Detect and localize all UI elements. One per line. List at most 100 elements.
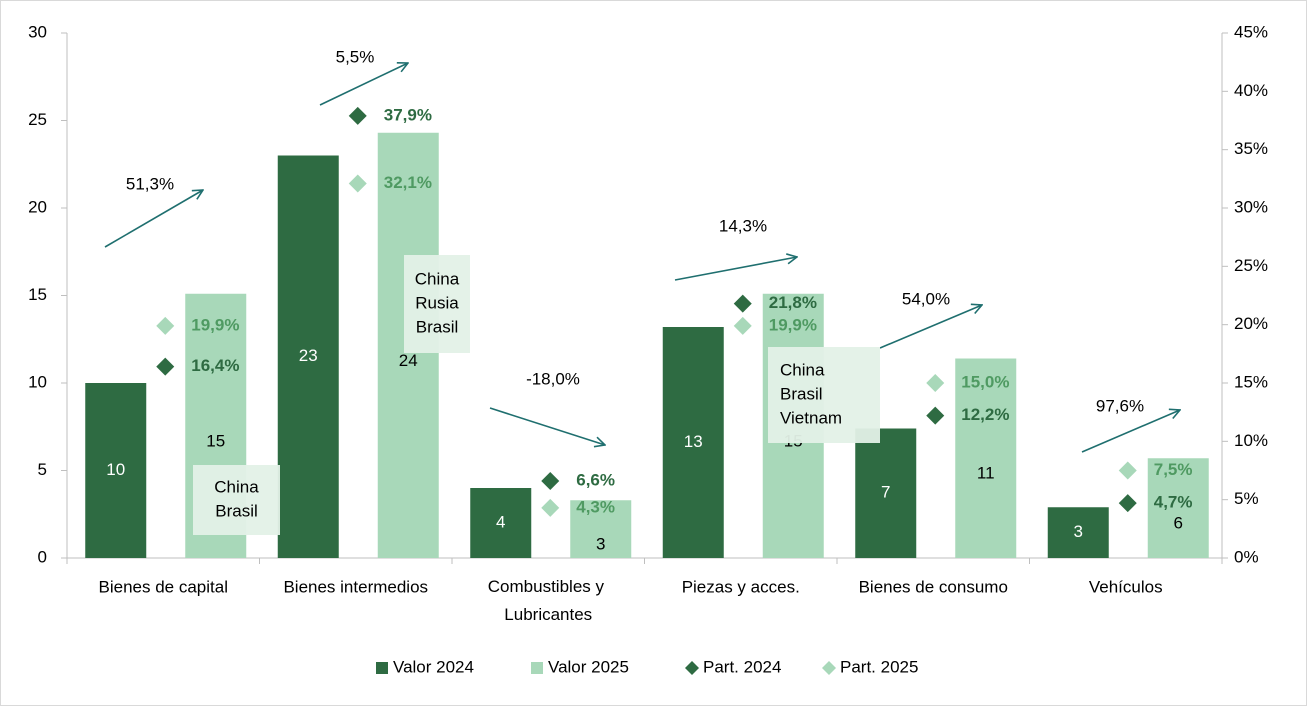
bar bbox=[662, 327, 724, 558]
legend-label: Valor 2024 bbox=[393, 657, 474, 676]
x-tick-label: Bienes intermedios bbox=[283, 577, 428, 596]
point-value-label: 37,9% bbox=[384, 105, 432, 124]
origin-country: China bbox=[415, 269, 460, 288]
growth-arrow bbox=[1081, 410, 1180, 453]
origin-country: China bbox=[214, 477, 259, 496]
y2-tick-label: 35% bbox=[1234, 139, 1268, 158]
y-tick-label: 5 bbox=[38, 460, 47, 479]
point-value-label: 19,9% bbox=[191, 315, 239, 334]
point-value-label: 21,8% bbox=[769, 293, 817, 312]
origin-box bbox=[193, 465, 280, 535]
bar bbox=[955, 358, 1017, 558]
growth-arrow bbox=[319, 63, 408, 106]
bar-value-label: 7 bbox=[881, 483, 890, 502]
legend-swatch bbox=[376, 662, 388, 674]
y2-tick-label: 10% bbox=[1234, 431, 1268, 450]
x-tick-label-line: Lubricantes bbox=[504, 605, 592, 624]
point-value-label: 32,1% bbox=[384, 173, 432, 192]
x-tick-label: Combustibles y Lubricantes bbox=[488, 577, 609, 624]
bar-value-label: 3 bbox=[596, 535, 605, 554]
y-tick-label: 20 bbox=[28, 197, 47, 216]
origin-country: Rusia bbox=[415, 293, 459, 312]
y2-tick-label: 45% bbox=[1234, 22, 1268, 41]
y2-tick-label: 40% bbox=[1234, 81, 1268, 100]
y-tick-label: 25 bbox=[28, 110, 47, 129]
diamond bbox=[156, 316, 175, 335]
growth-label: 54,0% bbox=[902, 289, 950, 308]
diamond bbox=[348, 174, 367, 193]
diamond bbox=[1118, 494, 1137, 513]
bar bbox=[1147, 458, 1209, 558]
legend-swatch bbox=[531, 662, 543, 674]
legend-swatch bbox=[685, 661, 699, 675]
x-tick-label: Bienes de capital bbox=[99, 577, 228, 596]
growth-arrow bbox=[879, 305, 982, 349]
bar-value-label: 23 bbox=[299, 346, 318, 365]
bar-value-label: 3 bbox=[1074, 522, 1083, 541]
growth-label: 97,6% bbox=[1096, 396, 1144, 415]
growth-label: 5,5% bbox=[336, 47, 375, 66]
diamond bbox=[926, 406, 945, 425]
point-value-label: 4,7% bbox=[1154, 493, 1193, 512]
y2-tick-label: 5% bbox=[1234, 489, 1259, 508]
y-tick-label: 10 bbox=[28, 372, 47, 391]
diamond bbox=[541, 472, 560, 490]
point-value-label: 16,4% bbox=[191, 356, 239, 375]
bar-value-label: 4 bbox=[496, 512, 505, 531]
bar bbox=[855, 428, 917, 558]
growth-label: -18,0% bbox=[526, 369, 580, 388]
growth-arrow bbox=[489, 407, 605, 445]
diamond bbox=[541, 498, 560, 517]
legend-swatch bbox=[822, 661, 836, 675]
y2-tick-label: 20% bbox=[1234, 314, 1268, 333]
bar-value-label: 24 bbox=[399, 351, 418, 370]
legend-label: Valor 2025 bbox=[548, 657, 629, 676]
bar-value-label: 10 bbox=[106, 460, 125, 479]
y2-tick-label: 25% bbox=[1234, 256, 1268, 275]
origin-country: China bbox=[780, 360, 825, 379]
point-value-label: 15,0% bbox=[961, 372, 1009, 391]
legend-label: Part. 2024 bbox=[703, 657, 781, 676]
bar bbox=[85, 383, 147, 558]
growth-label: 51,3% bbox=[126, 174, 174, 193]
bar bbox=[570, 500, 632, 558]
x-tick-label: Piezas y acces. bbox=[682, 577, 800, 596]
diamond bbox=[733, 316, 752, 335]
origin-box bbox=[404, 255, 470, 353]
point-value-label: 6,6% bbox=[576, 470, 615, 489]
y-tick-label: 30 bbox=[28, 22, 47, 41]
diamond bbox=[156, 357, 175, 376]
origin-country: Brasil bbox=[416, 317, 459, 336]
growth-label: 14,3% bbox=[719, 216, 767, 235]
origin-country: Vietnam bbox=[780, 408, 842, 427]
x-tick-label: Vehículos bbox=[1089, 577, 1163, 596]
y2-tick-label: 0% bbox=[1234, 547, 1259, 566]
origin-country: Brasil bbox=[215, 501, 258, 520]
bar-value-label: 6 bbox=[1174, 514, 1183, 533]
legend-label: Part. 2025 bbox=[840, 657, 918, 676]
y-tick-label: 15 bbox=[28, 285, 47, 304]
y-tick-label: 0 bbox=[38, 547, 47, 566]
bar bbox=[1047, 507, 1109, 558]
diamond bbox=[1118, 461, 1137, 480]
bar-value-label: 13 bbox=[684, 432, 703, 451]
x-tick-label-line: Combustibles y bbox=[488, 577, 609, 596]
bar-value-label: 11 bbox=[977, 464, 995, 483]
point-value-label: 7,5% bbox=[1154, 460, 1193, 479]
point-value-label: 4,3% bbox=[576, 497, 615, 516]
point-value-label: 19,9% bbox=[769, 315, 817, 334]
origin-box bbox=[768, 347, 880, 443]
bar bbox=[277, 155, 339, 558]
bar-value-label: 15 bbox=[206, 431, 225, 450]
diamond bbox=[733, 294, 752, 313]
diamond bbox=[926, 374, 945, 392]
diamond bbox=[348, 106, 367, 125]
y2-tick-label: 30% bbox=[1234, 197, 1268, 216]
y2-tick-label: 15% bbox=[1234, 372, 1268, 391]
bar bbox=[470, 488, 532, 558]
origin-country: Brasil bbox=[780, 384, 823, 403]
point-value-label: 12,2% bbox=[961, 405, 1009, 424]
growth-arrow bbox=[674, 257, 797, 281]
growth-arrow bbox=[104, 190, 203, 248]
